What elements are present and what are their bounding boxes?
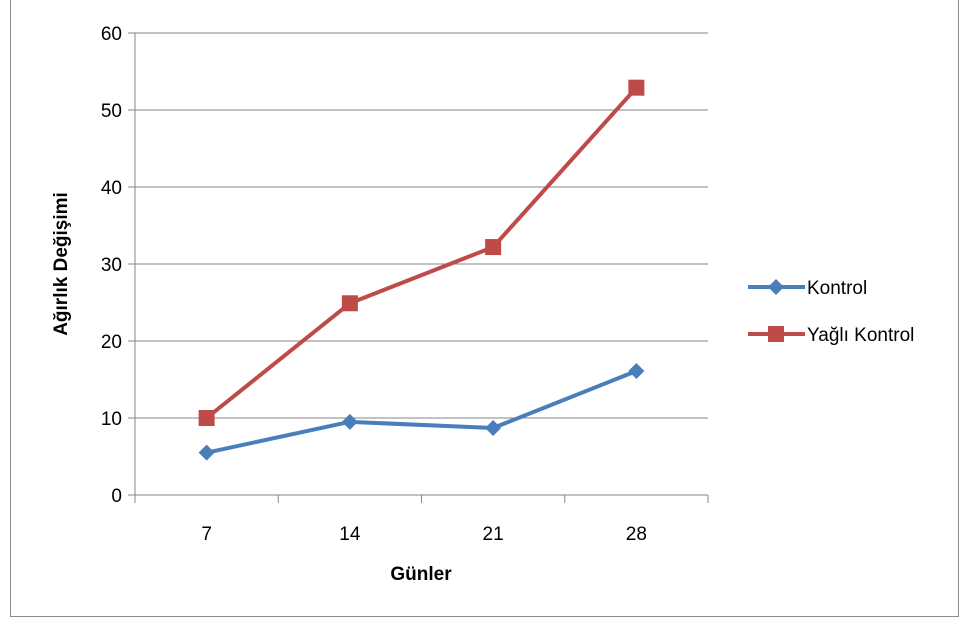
- y-tick-label: 0: [111, 486, 122, 507]
- y-tick-label: 30: [101, 255, 122, 276]
- x-tick-labels: 7 14 21 28: [201, 524, 647, 545]
- x-tick-label: 7: [201, 524, 212, 545]
- series-group: [198, 79, 645, 461]
- legend-marker: [768, 326, 784, 342]
- y-tick-label: 50: [101, 101, 122, 122]
- y-tick-label: 60: [101, 24, 122, 45]
- data-point: [628, 79, 645, 96]
- data-point: [341, 295, 358, 312]
- legend-marker: [768, 279, 784, 295]
- legend-label: Kontrol: [807, 278, 867, 299]
- data-point: [485, 239, 502, 256]
- y-tick-labels: 0 10 20 30 40 50 60: [101, 24, 122, 507]
- legend-item: Yağlı Kontrol: [748, 325, 914, 346]
- y-tick-label: 40: [101, 178, 122, 199]
- x-tick-label: 28: [626, 524, 647, 545]
- series-line: [206, 369, 638, 455]
- data-point: [198, 444, 215, 461]
- data-point: [485, 420, 502, 437]
- axes: [128, 32, 709, 503]
- data-point: [628, 363, 645, 380]
- x-tick-label: 21: [483, 524, 504, 545]
- series-2: [198, 79, 645, 426]
- series-1: [198, 363, 645, 461]
- data-point: [198, 410, 215, 426]
- gridlines: [135, 32, 708, 419]
- data-point: [341, 413, 358, 430]
- y-axis-label: Ağırlık Değişimi: [51, 192, 72, 336]
- x-axis-label: Günler: [390, 564, 452, 585]
- legend-label: Yağlı Kontrol: [807, 325, 914, 346]
- y-tick-label: 10: [101, 409, 122, 430]
- legend-item: Kontrol: [748, 278, 867, 299]
- series-line: [205, 86, 638, 420]
- legend: Kontrol Yağlı Kontrol: [748, 278, 914, 346]
- y-tick-label: 20: [101, 332, 122, 353]
- x-tick-label: 14: [339, 524, 361, 545]
- chart-frame: [10, 0, 959, 617]
